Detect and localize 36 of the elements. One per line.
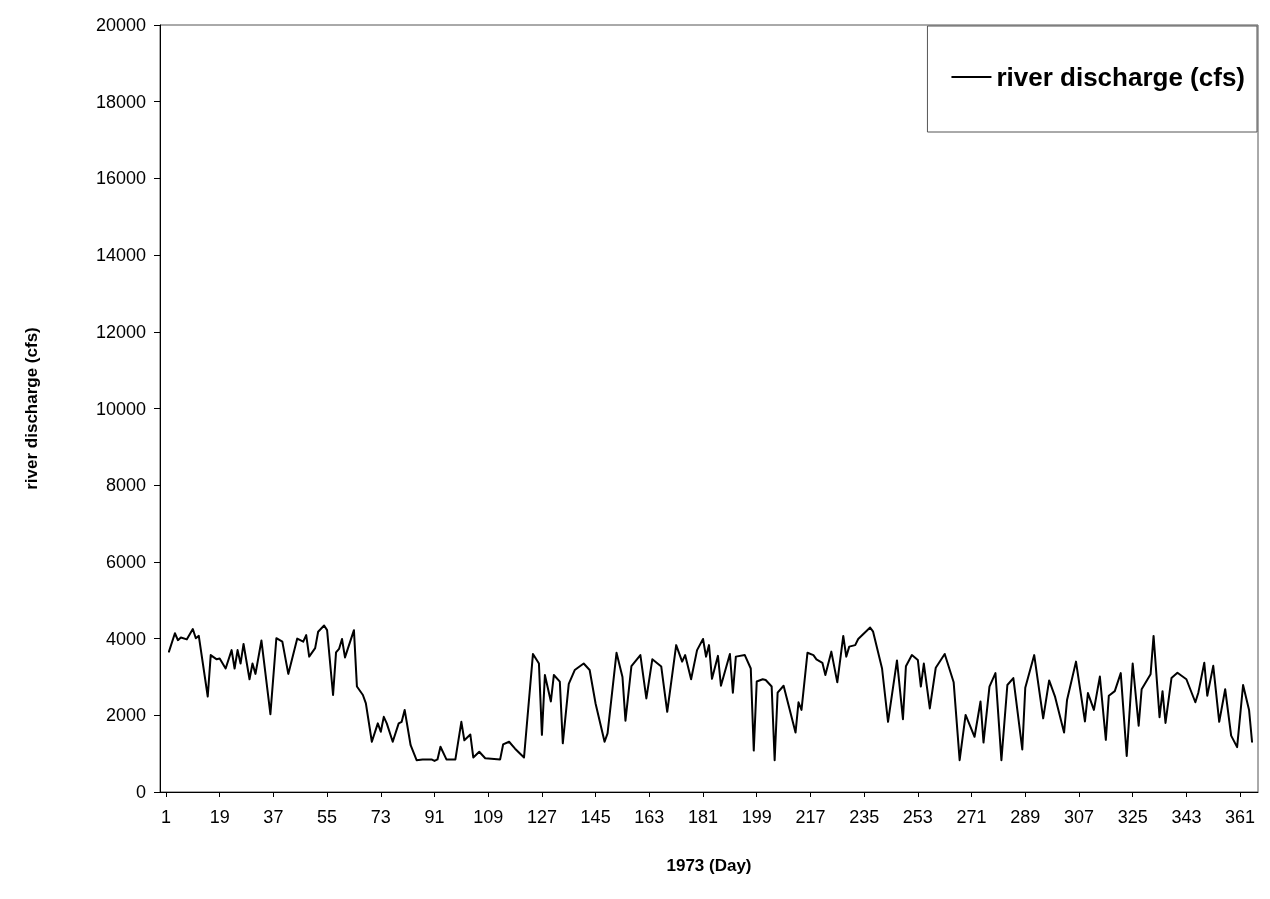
- x-tick-label: 271: [956, 807, 987, 827]
- x-tick-label: 325: [1117, 807, 1148, 827]
- x-tick-label: 253: [902, 807, 933, 827]
- x-axis-title: 1973 (Day): [666, 856, 752, 875]
- y-tick-label: 18000: [95, 91, 146, 112]
- y-axis-title: river discharge (cfs): [22, 327, 41, 490]
- y-tick-label: 14000: [95, 245, 146, 266]
- y-tick-label: 16000: [95, 168, 146, 189]
- x-tick-label: 109: [473, 807, 504, 827]
- x-tick-label: 91: [424, 807, 445, 827]
- y-tick-label: 10000: [95, 398, 146, 419]
- line-series: [167, 624, 1254, 762]
- y-tick-label: 6000: [105, 551, 146, 572]
- x-tick-label: 235: [849, 807, 880, 827]
- y-tick-label: 0: [135, 782, 146, 802]
- x-tick-label: 343: [1171, 807, 1202, 827]
- y-tick-label: 2000: [105, 705, 146, 726]
- x-tick-label: 145: [580, 807, 611, 827]
- y-tick-label: 8000: [105, 475, 146, 496]
- legend-label: river discharge (cfs): [996, 62, 1246, 92]
- x-tick-label: 127: [526, 807, 557, 827]
- x-tick-label: 307: [1063, 807, 1094, 827]
- x-tick-label: 361: [1225, 807, 1256, 827]
- x-tick-label: 181: [688, 807, 719, 827]
- x-tick-label: 1: [160, 807, 171, 827]
- x-tick-label: 37: [263, 807, 284, 827]
- y-tick-label: 4000: [105, 628, 146, 649]
- x-tick-label: 289: [1010, 807, 1041, 827]
- y-tick-label: 20000: [95, 15, 146, 35]
- y-tick-label: 12000: [95, 321, 146, 342]
- x-tick-label: 73: [370, 807, 391, 827]
- x-tick-label: 199: [741, 807, 772, 827]
- x-tick-label: 217: [795, 807, 826, 827]
- x-tick-label: 19: [209, 807, 230, 827]
- x-tick-label: 55: [317, 807, 338, 827]
- x-tick-label: 163: [634, 807, 665, 827]
